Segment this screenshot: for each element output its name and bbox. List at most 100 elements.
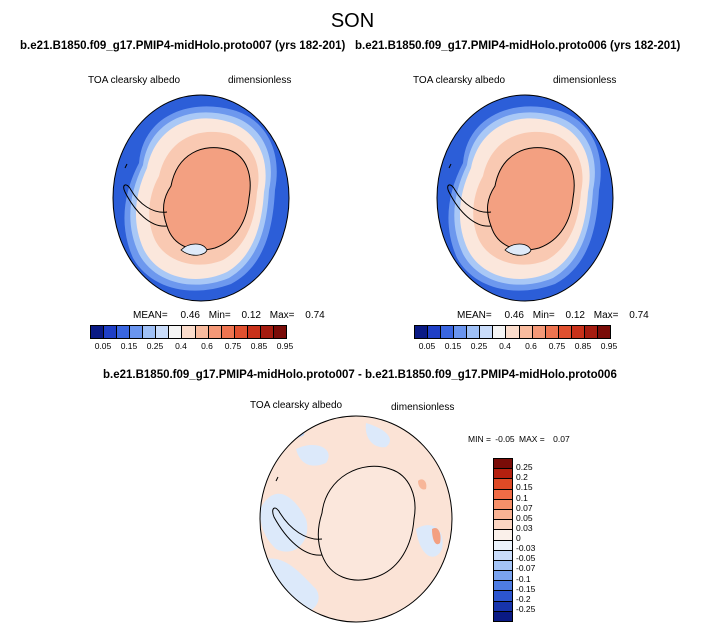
panel-left-units: dimensionless <box>228 75 292 86</box>
panel-right-variable: TOA clearsky albedo <box>413 75 506 86</box>
colorbar-swatch <box>494 601 512 612</box>
colorbar-swatch <box>143 326 157 338</box>
colorbar-swatch <box>571 326 585 338</box>
diff-max-value: 0.07 <box>553 434 570 444</box>
colorbar-swatch <box>532 326 546 338</box>
colorbar-tick-label: -0.15 <box>516 583 536 594</box>
colorbar-swatch <box>247 326 261 338</box>
colorbar-tick-label: -0.05 <box>516 553 536 564</box>
colorbar-tick-label: 0.4 <box>499 341 511 351</box>
diff-units: dimensionless <box>391 402 455 413</box>
colorbar-tick-label: 0.05 <box>94 341 112 351</box>
diff-max-label: MAX = <box>519 434 545 444</box>
colorbar-swatch <box>221 326 235 338</box>
colorbar-diff-labels: 0.25 0.2 0.15 0.1 0.07 0.05 0.03 0 -0.03 -0.05 -0.… <box>516 458 556 620</box>
colorbar-swatch <box>545 326 559 338</box>
min-label: Min= <box>532 310 555 321</box>
mean-label: MEAN= <box>133 310 168 321</box>
colorbar-swatch <box>480 326 494 338</box>
colorbar-left-labels: 0.05 0.15 0.25 0.4 0.6 0.75 0.85 0.95 <box>90 341 294 353</box>
min-label: Min= <box>208 310 231 321</box>
colorbar-tick-label: 0.15 <box>120 341 138 351</box>
colorbar-swatch <box>494 499 512 510</box>
colorbar-swatch <box>441 326 455 338</box>
diff-min-value: -0.05 <box>495 434 515 444</box>
colorbar-tick-label: 0.25 <box>146 341 164 351</box>
colorbar-tick-label: 0.75 <box>224 341 242 351</box>
colorbar-tick-label: 0.07 <box>516 502 533 513</box>
colorbar-swatch <box>506 326 520 338</box>
diff-variable: TOA clearsky albedo <box>250 400 343 411</box>
colorbar-tick-label: 0 <box>516 533 521 543</box>
colorbar-swatch <box>493 326 507 338</box>
colorbar-tick-label: 0.95 <box>276 341 294 351</box>
colorbar-swatch <box>156 326 170 338</box>
map-right <box>436 94 614 302</box>
colorbar-swatch <box>454 326 468 338</box>
colorbar-tick-label: -0.2 <box>516 593 531 604</box>
colorbar-right-labels: 0.05 0.15 0.25 0.4 0.6 0.75 0.85 0.95 <box>414 341 618 353</box>
panel-right-units: dimensionless <box>553 75 617 86</box>
colorbar-swatch <box>117 326 131 338</box>
colorbar-swatch <box>208 326 222 338</box>
colorbar-swatch <box>260 326 274 338</box>
mean-label: MEAN= <box>457 310 492 321</box>
colorbar-tick-label: 0.03 <box>516 522 533 533</box>
panel-left-stats: MEAN= 0.46 Min= 0.12 Max= 0.74 <box>133 310 325 321</box>
colorbar-swatch <box>494 469 512 480</box>
colorbar-swatch <box>584 326 598 338</box>
panel-right-title: b.e21.B1850.f09_g17.PMIP4-midHolo.proto0… <box>355 40 681 52</box>
colorbar-tick-label: -0.25 <box>516 603 536 614</box>
colorbar-swatch <box>494 520 512 531</box>
colorbar-swatch <box>494 459 512 470</box>
colorbar-tick-label: 0.2 <box>516 472 528 483</box>
mean-value: 0.46 <box>180 310 200 321</box>
colorbar-tick-label: 0.95 <box>600 341 618 351</box>
colorbar-swatch <box>558 326 572 338</box>
colorbar-right <box>414 325 611 339</box>
colorbar-left <box>90 325 287 339</box>
colorbar-swatch <box>415 326 429 338</box>
colorbar-tick-label: -0.1 <box>516 573 531 584</box>
min-value: 0.12 <box>565 310 585 321</box>
colorbar-tick-label: 0.75 <box>548 341 566 351</box>
colorbar-tick-label: 0.15 <box>516 482 533 493</box>
colorbar-swatch <box>494 540 512 551</box>
diff-min-label: MIN = <box>468 434 491 444</box>
colorbar-tick-label: 0.25 <box>516 462 533 473</box>
colorbar-swatch <box>234 326 248 338</box>
colorbar-tick-label: 0.15 <box>444 341 462 351</box>
colorbar-swatch <box>104 326 118 338</box>
colorbar-tick-label: 0.85 <box>250 341 268 351</box>
season-title: SON <box>330 10 375 32</box>
max-label: Max= <box>269 310 295 321</box>
colorbar-swatch <box>169 326 183 338</box>
colorbar-swatch <box>273 326 286 338</box>
panel-right-stats: MEAN= 0.46 Min= 0.12 Max= 0.74 <box>457 310 649 321</box>
colorbar-swatch <box>519 326 533 338</box>
colorbar-swatch <box>91 326 105 338</box>
colorbar-tick-label: 0.4 <box>175 341 187 351</box>
panel-left-variable: TOA clearsky albedo <box>88 75 181 86</box>
diff-minmax: MIN = -0.05 MAX = 0.07 <box>468 434 570 444</box>
colorbar-swatch <box>494 509 512 521</box>
colorbar-swatch <box>494 530 512 541</box>
diff-title: b.e21.B1850.f09_g17.PMIP4-midHolo.proto0… <box>103 369 617 381</box>
colorbar-tick-label: 0.05 <box>516 512 533 523</box>
colorbar-swatch <box>494 591 512 602</box>
map-diff <box>259 415 453 623</box>
colorbar-swatch <box>130 326 144 338</box>
colorbar-tick-label: 0.1 <box>516 492 528 503</box>
colorbar-swatch <box>428 326 442 338</box>
max-value: 0.74 <box>305 310 325 321</box>
map-left <box>112 94 290 302</box>
colorbar-tick-label: -0.03 <box>516 543 536 554</box>
panel-left-title: b.e21.B1850.f09_g17.PMIP4-midHolo.proto0… <box>20 40 346 52</box>
colorbar-tick-label: 0.85 <box>574 341 592 351</box>
colorbar-swatch <box>597 326 610 338</box>
colorbar-swatch <box>494 571 512 582</box>
colorbar-tick-label: 0.6 <box>525 341 537 351</box>
colorbar-swatch <box>494 611 512 621</box>
colorbar-swatch <box>494 550 512 561</box>
colorbar-swatch <box>494 560 512 572</box>
